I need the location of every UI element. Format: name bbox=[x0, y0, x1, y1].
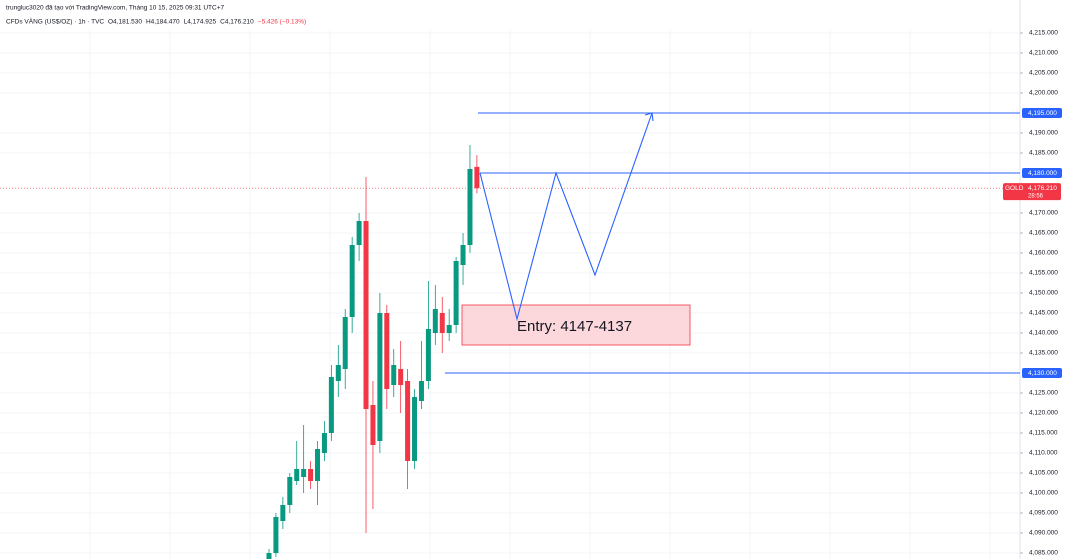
ohlc-value: H4,184.470 bbox=[146, 19, 180, 26]
ohlc-value: C4,176.210 bbox=[220, 19, 254, 26]
candle-body bbox=[328, 377, 334, 433]
level-label: 4,180.000 bbox=[1028, 170, 1057, 177]
candle-body bbox=[273, 517, 279, 553]
candle-body bbox=[363, 221, 369, 409]
candle-body bbox=[398, 369, 404, 385]
y-tick-label: 4,205.000 bbox=[1029, 70, 1058, 77]
entry-label: Entry: 4147-4137 bbox=[517, 318, 632, 335]
countdown: 28:56 bbox=[1028, 194, 1044, 200]
y-tick-label: 4,165.000 bbox=[1029, 230, 1058, 237]
y-tick-label: 4,160.000 bbox=[1029, 250, 1058, 257]
y-tick-label: 4,200.000 bbox=[1029, 90, 1058, 97]
level-tag bbox=[1022, 108, 1062, 118]
candle-body bbox=[453, 261, 459, 325]
candle-body bbox=[418, 381, 424, 401]
candle-body bbox=[391, 365, 397, 385]
y-tick-label: 4,135.000 bbox=[1029, 350, 1058, 357]
candle-body bbox=[356, 221, 362, 245]
y-tick-label: 4,095.000 bbox=[1029, 510, 1058, 517]
last-symbol: GOLD bbox=[1005, 185, 1024, 192]
candle-body bbox=[349, 245, 355, 317]
y-tick-label: 4,215.000 bbox=[1029, 30, 1058, 37]
candle-body bbox=[308, 469, 314, 481]
y-tick-label: 4,085.000 bbox=[1029, 550, 1058, 557]
ohlc-value: −5.426 (−0.13%) bbox=[258, 19, 306, 26]
y-tick-label: 4,155.000 bbox=[1029, 270, 1058, 277]
symbol-title: CFDs VÀNG (US$/OZ) · 1h · TVC bbox=[6, 17, 104, 26]
y-tick-label: 4,115.000 bbox=[1029, 430, 1058, 437]
candle-body bbox=[384, 313, 390, 389]
candle-body bbox=[287, 477, 293, 505]
y-tick-label: 4,170.000 bbox=[1029, 210, 1058, 217]
candle-body bbox=[405, 381, 411, 461]
ohlc-value: L4,174.925 bbox=[184, 19, 217, 26]
y-tick-label: 4,150.000 bbox=[1029, 290, 1058, 297]
candle-body bbox=[467, 169, 473, 245]
y-tick-label: 4,140.000 bbox=[1029, 330, 1058, 337]
level-label: 4,130.000 bbox=[1028, 370, 1057, 377]
candle-body bbox=[439, 313, 445, 333]
candle-body bbox=[294, 469, 300, 481]
y-tick-label: 4,125.000 bbox=[1029, 390, 1058, 397]
header: CFDs VÀNG (US$/OZ) · 1h · TVC O4,181.530 H… bbox=[6, 17, 306, 26]
y-tick-label: 4,110.000 bbox=[1029, 450, 1058, 457]
candle-body bbox=[315, 449, 321, 481]
candle-body bbox=[280, 505, 286, 521]
y-tick-label: 4,210.000 bbox=[1029, 50, 1058, 57]
y-tick-label: 4,090.000 bbox=[1029, 530, 1058, 537]
level-label: 4,195.000 bbox=[1028, 110, 1057, 117]
credit: trungluc3020 đã tạo với TradingView.com,… bbox=[6, 5, 225, 12]
candle-body bbox=[432, 309, 438, 333]
projection-arrowhead bbox=[644, 112, 654, 122]
candle-body bbox=[321, 433, 327, 453]
candle-body bbox=[335, 365, 341, 381]
candle-body bbox=[460, 245, 466, 265]
candle-body bbox=[266, 553, 272, 559]
last-price-tag bbox=[1003, 183, 1061, 201]
ohlc-value: O4,181.530 bbox=[108, 19, 142, 26]
y-tick-label: 4,145.000 bbox=[1029, 310, 1058, 317]
y-tick-label: 4,100.000 bbox=[1029, 490, 1058, 497]
last-price-label: 4,176.210 bbox=[1028, 185, 1057, 192]
candle-body bbox=[301, 469, 307, 477]
candle-body bbox=[474, 166, 480, 189]
level-tag bbox=[1022, 368, 1062, 378]
candle-body bbox=[412, 397, 418, 461]
y-tick-label: 4,190.000 bbox=[1029, 130, 1058, 137]
projection-path bbox=[479, 112, 653, 322]
y-tick-label: 4,185.000 bbox=[1029, 150, 1058, 157]
candle-body bbox=[342, 317, 348, 369]
candle-body bbox=[370, 405, 376, 445]
entry-zone bbox=[461, 304, 691, 346]
y-tick-label: 4,120.000 bbox=[1029, 410, 1058, 417]
candle-body bbox=[377, 313, 383, 441]
candle-body bbox=[425, 329, 431, 381]
y-tick-label: 4,105.000 bbox=[1029, 470, 1058, 477]
candle-body bbox=[446, 325, 452, 333]
level-tag bbox=[1022, 168, 1062, 178]
